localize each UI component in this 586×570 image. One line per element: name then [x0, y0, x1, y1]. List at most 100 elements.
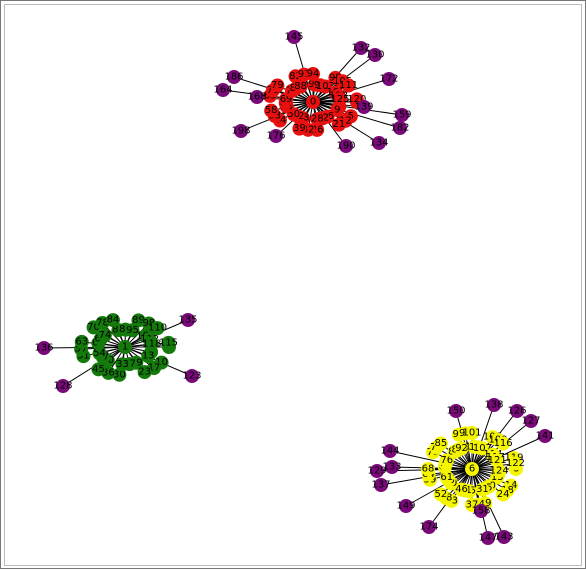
- svg-text:190: 190: [336, 141, 355, 152]
- svg-text:144: 144: [380, 446, 399, 457]
- svg-text:6: 6: [469, 464, 475, 475]
- node-13: 13: [141, 349, 155, 363]
- svg-text:101: 101: [462, 428, 481, 439]
- svg-text:88: 88: [294, 81, 307, 92]
- node-174: 174: [419, 520, 438, 534]
- svg-text:128: 128: [53, 381, 72, 392]
- svg-text:39: 39: [293, 123, 306, 134]
- node-158: 158: [471, 504, 490, 518]
- svg-text:28: 28: [311, 114, 324, 125]
- svg-text:45: 45: [92, 364, 105, 375]
- node-125: 125: [330, 92, 349, 106]
- node-137: 137: [371, 478, 390, 492]
- node-172: 172: [379, 72, 398, 86]
- node-143: 143: [494, 530, 513, 544]
- node-130: 130: [365, 48, 384, 62]
- node-164: 164: [213, 83, 232, 97]
- node-85: 85: [434, 437, 448, 451]
- svg-text:137: 137: [371, 480, 390, 491]
- svg-text:52: 52: [435, 489, 448, 500]
- node-129: 129: [367, 464, 386, 478]
- node-1: 1: [118, 340, 132, 354]
- node-190: 190: [336, 139, 355, 153]
- node-150: 150: [446, 404, 465, 418]
- svg-text:176: 176: [266, 131, 285, 142]
- node-45: 45: [91, 362, 105, 376]
- node-58: 58: [264, 104, 278, 118]
- svg-text:110: 110: [148, 323, 167, 334]
- node-88: 88: [294, 80, 308, 94]
- node-176: 176: [266, 129, 285, 143]
- svg-text:124: 124: [490, 465, 509, 476]
- svg-text:85: 85: [435, 438, 448, 449]
- node-6: 6: [465, 462, 479, 476]
- node-33: 33: [115, 357, 129, 371]
- svg-text:186: 186: [224, 72, 243, 83]
- svg-text:159: 159: [392, 110, 411, 121]
- svg-text:127: 127: [521, 416, 540, 427]
- svg-text:139: 139: [354, 102, 373, 113]
- svg-text:115: 115: [159, 337, 178, 348]
- node-31: 31: [475, 483, 489, 497]
- node-138: 138: [484, 398, 503, 412]
- node-21: 21: [332, 118, 346, 132]
- svg-text:58: 58: [265, 105, 278, 116]
- svg-text:158: 158: [471, 506, 490, 517]
- node-layer: 2359121621222628323839424450535658626569…: [34, 30, 554, 545]
- svg-text:138: 138: [484, 400, 503, 411]
- node-144: 144: [380, 444, 399, 458]
- svg-text:33: 33: [116, 359, 129, 370]
- svg-text:84: 84: [107, 315, 120, 326]
- svg-text:31: 31: [476, 484, 489, 495]
- node-149: 149: [396, 499, 415, 513]
- svg-text:168: 168: [247, 92, 266, 103]
- svg-text:24: 24: [497, 489, 510, 500]
- svg-text:0: 0: [310, 97, 316, 108]
- node-116: 116: [494, 437, 513, 451]
- svg-text:198: 198: [231, 126, 250, 137]
- svg-text:123: 123: [182, 371, 201, 382]
- svg-text:129: 129: [367, 466, 386, 477]
- svg-text:23: 23: [138, 367, 151, 378]
- node-127: 127: [521, 414, 540, 428]
- node-186: 186: [224, 70, 243, 84]
- node-128: 128: [53, 379, 72, 393]
- node-118: 118: [142, 337, 161, 351]
- node-101: 101: [462, 426, 481, 440]
- svg-text:135: 135: [178, 315, 197, 326]
- svg-text:141: 141: [535, 431, 554, 442]
- svg-text:130: 130: [365, 50, 384, 61]
- svg-text:125: 125: [330, 94, 349, 105]
- node-52: 52: [434, 487, 448, 501]
- svg-text:172: 172: [379, 74, 398, 85]
- node-123: 123: [182, 369, 201, 383]
- node-198: 198: [231, 124, 250, 138]
- svg-text:68: 68: [422, 464, 435, 475]
- node-0: 0: [306, 95, 320, 109]
- node-145: 145: [284, 30, 303, 44]
- svg-text:21: 21: [332, 119, 345, 130]
- node-182: 182: [390, 121, 409, 135]
- node-74: 74: [98, 328, 112, 342]
- svg-text:143: 143: [494, 532, 513, 543]
- node-168: 168: [247, 90, 266, 104]
- svg-text:63: 63: [75, 336, 88, 347]
- svg-text:136: 136: [34, 343, 53, 354]
- svg-text:174: 174: [419, 522, 438, 533]
- svg-text:116: 116: [494, 438, 513, 449]
- svg-text:150: 150: [446, 406, 465, 417]
- svg-text:1: 1: [122, 342, 128, 353]
- svg-text:79: 79: [271, 80, 284, 91]
- svg-text:118: 118: [142, 338, 161, 349]
- node-84: 84: [106, 313, 120, 327]
- svg-text:134: 134: [369, 138, 388, 149]
- svg-text:94: 94: [307, 69, 320, 80]
- svg-text:182: 182: [390, 123, 409, 134]
- node-122: 122: [506, 457, 525, 471]
- svg-text:164: 164: [213, 85, 232, 96]
- node-136: 136: [34, 341, 53, 355]
- svg-text:122: 122: [506, 458, 525, 469]
- node-79: 79: [270, 79, 284, 93]
